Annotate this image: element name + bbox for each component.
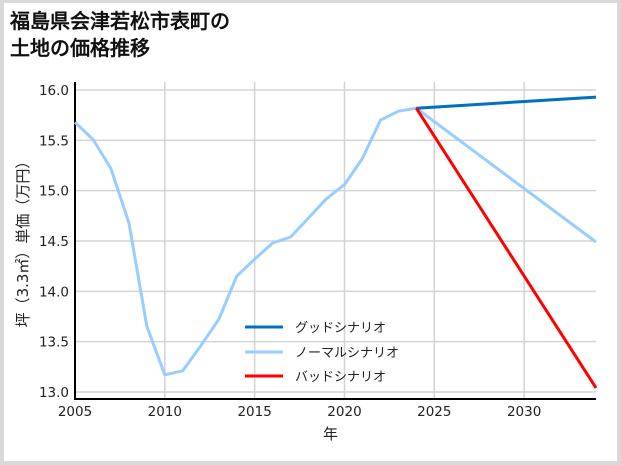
series-line	[416, 95, 597, 110]
x-tick-label: 2015	[237, 404, 271, 420]
x-tick-label: 2005	[58, 404, 92, 420]
y-tick-label: 15.0	[39, 184, 69, 200]
x-tick-label: 2025	[417, 404, 451, 420]
legend-label: ノーマルシナリオ	[295, 346, 399, 361]
x-axis-label: 年	[323, 425, 338, 443]
legend-label: グッドシナリオ	[295, 321, 386, 336]
x-tick-label: 2030	[507, 404, 541, 420]
y-tick-label: 15.5	[39, 133, 69, 149]
chart-title: 福島県会津若松市表町の 土地の価格推移	[10, 9, 230, 60]
y-axis-label: 坪（3.3㎡）単価（万円）	[14, 154, 32, 328]
y-tick-label: 13.0	[39, 385, 69, 401]
series-line	[73, 106, 597, 377]
x-tick-label: 2010	[148, 404, 182, 420]
y-tick-label: 16.0	[39, 83, 69, 99]
y-tick-label: 14.0	[39, 284, 69, 300]
legend-label: バッドシナリオ	[295, 370, 386, 385]
x-tick-label: 2020	[327, 404, 361, 420]
chart-card	[4, 3, 617, 461]
y-tick-label: 13.5	[39, 335, 69, 351]
series-line	[415, 107, 598, 389]
y-tick-label: 14.5	[39, 234, 69, 250]
